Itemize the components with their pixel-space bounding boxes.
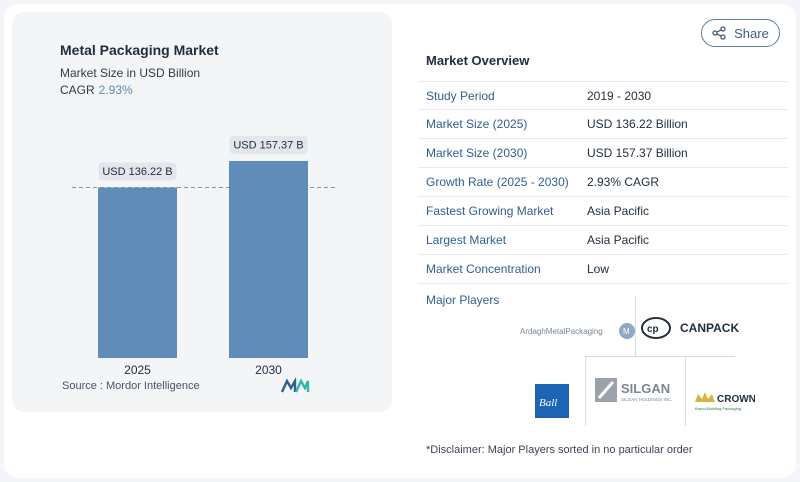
overview-row: Market Size (2030) USD 157.37 Billion <box>418 139 788 168</box>
x-tick-label: 2030 <box>255 363 282 377</box>
overview-value: Asia Pacific <box>587 233 650 247</box>
grid-divider <box>685 356 686 426</box>
cagr-value: 2.93% <box>98 83 133 97</box>
overview-table: Study Period 2019 - 2030 Market Size (20… <box>418 81 788 284</box>
svg-text:M: M <box>623 327 630 336</box>
overview-row: Study Period 2019 - 2030 <box>418 81 788 110</box>
share-button[interactable]: Share <box>701 19 780 47</box>
overview-value: 2.93% CAGR <box>587 175 660 189</box>
overview-value: Low <box>587 262 610 276</box>
overview-row: Market Size (2025) USD 136.22 Billion <box>418 110 788 139</box>
overview-label: Largest Market <box>426 233 507 247</box>
ardagh-logo-text: ArdaghMetalPackaging <box>520 327 603 336</box>
canpack-logo-text: CANPACK <box>680 321 739 335</box>
overview-label: Market Size (2025) <box>426 117 528 131</box>
grid-divider <box>585 356 735 357</box>
silgan-logo: SILGAN SILGAN HOLDINGS INC. <box>595 378 673 402</box>
chart-card <box>12 12 392 412</box>
overview-value: USD 157.37 Billion <box>587 146 688 160</box>
major-players-grid: ArdaghMetalPackaging M cp CANPACK Ball S… <box>515 296 755 426</box>
bar-chart: USD 136.22 B 2025 USD 157.37 B 2030 <box>72 136 338 377</box>
data-label: USD 157.37 B <box>233 140 303 152</box>
data-label-bg <box>229 136 308 154</box>
silgan-logo-text: SILGAN HOLDINGS INC. <box>621 397 673 402</box>
x-tick-label: 2025 <box>124 363 151 377</box>
overview-label: Study Period <box>426 88 495 103</box>
grid-divider <box>635 296 636 356</box>
disclaimer: *Disclaimer: Major Players sorted in no … <box>426 444 693 456</box>
bar-2030 <box>229 161 308 358</box>
chart-cagr: CAGR 2.93% <box>60 83 133 97</box>
ball-logo-text: Ball <box>539 397 557 409</box>
chart-source: Source : Mordor Intelligence <box>62 380 200 392</box>
bar-2025 <box>98 187 177 358</box>
data-label: USD 136.22 B <box>102 166 172 178</box>
svg-text:Brand-Building Packaging: Brand-Building Packaging <box>695 406 741 411</box>
overview-value: Asia Pacific <box>587 204 650 218</box>
share-icon <box>712 26 726 40</box>
overview-value: 2019 - 2030 <box>587 88 652 103</box>
grid-divider <box>585 356 586 426</box>
share-label: Share <box>734 25 769 41</box>
overview-row: Market Concentration Low <box>418 255 788 284</box>
ardagh-logo: ArdaghMetalPackaging M <box>520 323 635 339</box>
chart-subtitle: Market Size in USD Billion <box>60 66 201 80</box>
overview-title: Market Overview <box>426 53 530 68</box>
overview-row: Largest Market Asia Pacific <box>418 226 788 255</box>
major-players-title: Major Players <box>426 293 500 307</box>
data-label-bg <box>98 162 177 181</box>
crown-logo: CROWN Brand-Building Packaging <box>695 392 755 411</box>
overview-value: USD 136.22 Billion <box>587 117 688 131</box>
overview-row: Fastest Growing Market Asia Pacific <box>418 197 788 226</box>
overview-label: Market Size (2030) <box>426 146 528 160</box>
svg-text:SILGAN: SILGAN <box>621 381 670 396</box>
overview-label: Market Concentration <box>426 262 541 276</box>
cagr-label: CAGR <box>60 83 95 97</box>
crown-logo-text: CROWN <box>717 394 755 405</box>
overview-row: Growth Rate (2025 - 2030) 2.93% CAGR <box>418 168 788 197</box>
svg-text:cp: cp <box>647 324 659 335</box>
chart-title: Metal Packaging Market <box>60 42 219 58</box>
mordor-intelligence-logo <box>280 378 310 393</box>
overview-label: Growth Rate (2025 - 2030) <box>426 175 569 189</box>
overview-label: Fastest Growing Market <box>426 204 554 218</box>
ball-logo: Ball <box>535 384 569 418</box>
canpack-logo: cp CANPACK <box>641 317 739 339</box>
